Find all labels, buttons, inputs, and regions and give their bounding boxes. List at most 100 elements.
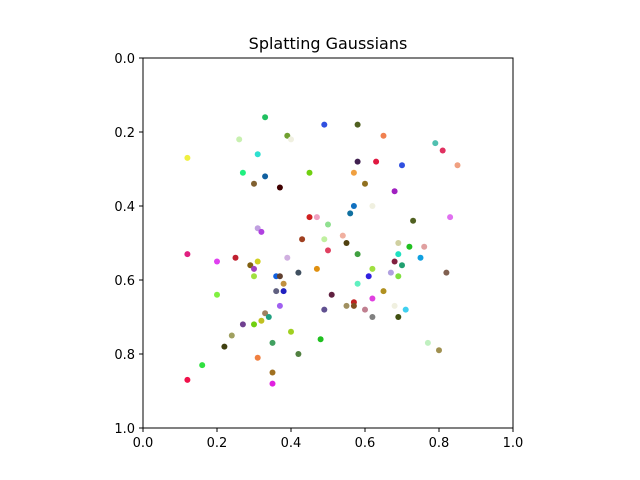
data-point — [391, 188, 398, 195]
data-point — [391, 302, 398, 309]
data-point — [369, 314, 376, 320]
y-tick-label: 0.4 — [114, 200, 135, 215]
data-point — [350, 169, 357, 176]
data-point — [402, 306, 409, 313]
data-point — [236, 136, 243, 143]
data-point — [214, 258, 220, 265]
data-point — [328, 291, 335, 298]
data-point — [454, 162, 461, 169]
data-point — [395, 251, 402, 258]
data-point — [424, 339, 431, 346]
data-point — [354, 251, 361, 258]
data-point — [387, 269, 394, 276]
data-point — [369, 203, 376, 209]
data-point — [325, 247, 331, 254]
y-tick-label: 0.6 — [114, 274, 135, 289]
data-point — [214, 291, 220, 298]
data-point — [369, 265, 376, 272]
data-point — [228, 332, 235, 339]
data-point — [262, 310, 269, 317]
data-point — [280, 288, 287, 295]
data-point — [184, 251, 191, 258]
x-tick-label: 1.0 — [503, 436, 524, 451]
data-point — [284, 132, 291, 139]
points-layer — [184, 114, 461, 387]
data-point — [269, 380, 276, 387]
data-point — [276, 302, 283, 309]
data-point — [254, 151, 261, 158]
data-point — [273, 288, 280, 295]
data-point — [325, 221, 331, 228]
data-point — [295, 351, 302, 357]
data-point — [343, 240, 350, 246]
data-point — [251, 180, 257, 187]
data-point — [239, 169, 246, 176]
data-point — [354, 121, 361, 128]
x-tick-label: 0.6 — [355, 436, 376, 451]
data-point — [321, 121, 328, 128]
data-point — [439, 147, 446, 154]
data-point — [239, 321, 246, 328]
data-point — [339, 232, 346, 239]
data-point — [313, 265, 320, 272]
data-point — [262, 114, 269, 121]
data-point — [436, 347, 442, 354]
data-point — [276, 184, 283, 191]
data-point — [321, 306, 328, 313]
data-point — [347, 210, 354, 217]
data-point — [365, 273, 372, 280]
data-point — [369, 295, 376, 302]
data-point — [247, 262, 254, 269]
y-tick-label: 1.0 — [114, 422, 135, 437]
data-point — [280, 280, 287, 287]
data-point — [350, 203, 357, 209]
y-tick-label: 0.0 — [114, 52, 135, 67]
data-point — [410, 217, 417, 224]
data-point — [395, 314, 402, 320]
data-point — [232, 254, 239, 261]
data-point — [251, 265, 257, 272]
data-point — [321, 236, 328, 243]
data-point — [417, 254, 424, 261]
data-point — [354, 280, 361, 287]
data-point — [399, 162, 405, 169]
data-point — [184, 154, 191, 161]
data-point — [254, 225, 261, 232]
data-point — [432, 140, 439, 147]
data-point — [221, 343, 228, 350]
x-tick-label: 0.2 — [207, 436, 228, 451]
data-point — [343, 302, 350, 309]
data-point — [317, 336, 324, 343]
data-point — [380, 132, 387, 139]
data-point — [269, 339, 276, 346]
data-point — [391, 258, 398, 265]
data-point — [406, 243, 413, 250]
data-point — [295, 269, 302, 276]
data-point — [395, 240, 402, 246]
data-point — [254, 258, 261, 265]
data-point — [306, 214, 313, 221]
data-point — [306, 169, 313, 176]
data-point — [184, 376, 191, 383]
x-tick-label: 0.8 — [429, 436, 450, 451]
y-tick-label: 0.8 — [114, 348, 135, 363]
data-point — [251, 321, 257, 328]
data-point — [299, 236, 306, 243]
data-point — [421, 243, 428, 250]
y-tick-label: 0.2 — [114, 126, 135, 141]
data-point — [399, 262, 405, 269]
x-tick-label: 0.4 — [281, 436, 302, 451]
data-point — [313, 214, 320, 221]
data-point — [362, 306, 368, 313]
data-point — [251, 273, 257, 280]
data-point — [199, 362, 206, 369]
x-tick-label: 0.0 — [133, 436, 154, 451]
plot-frame — [142, 57, 514, 429]
data-point — [288, 328, 294, 335]
data-point — [276, 273, 283, 280]
data-point — [447, 214, 454, 221]
data-point — [288, 136, 294, 143]
data-point — [258, 317, 265, 324]
